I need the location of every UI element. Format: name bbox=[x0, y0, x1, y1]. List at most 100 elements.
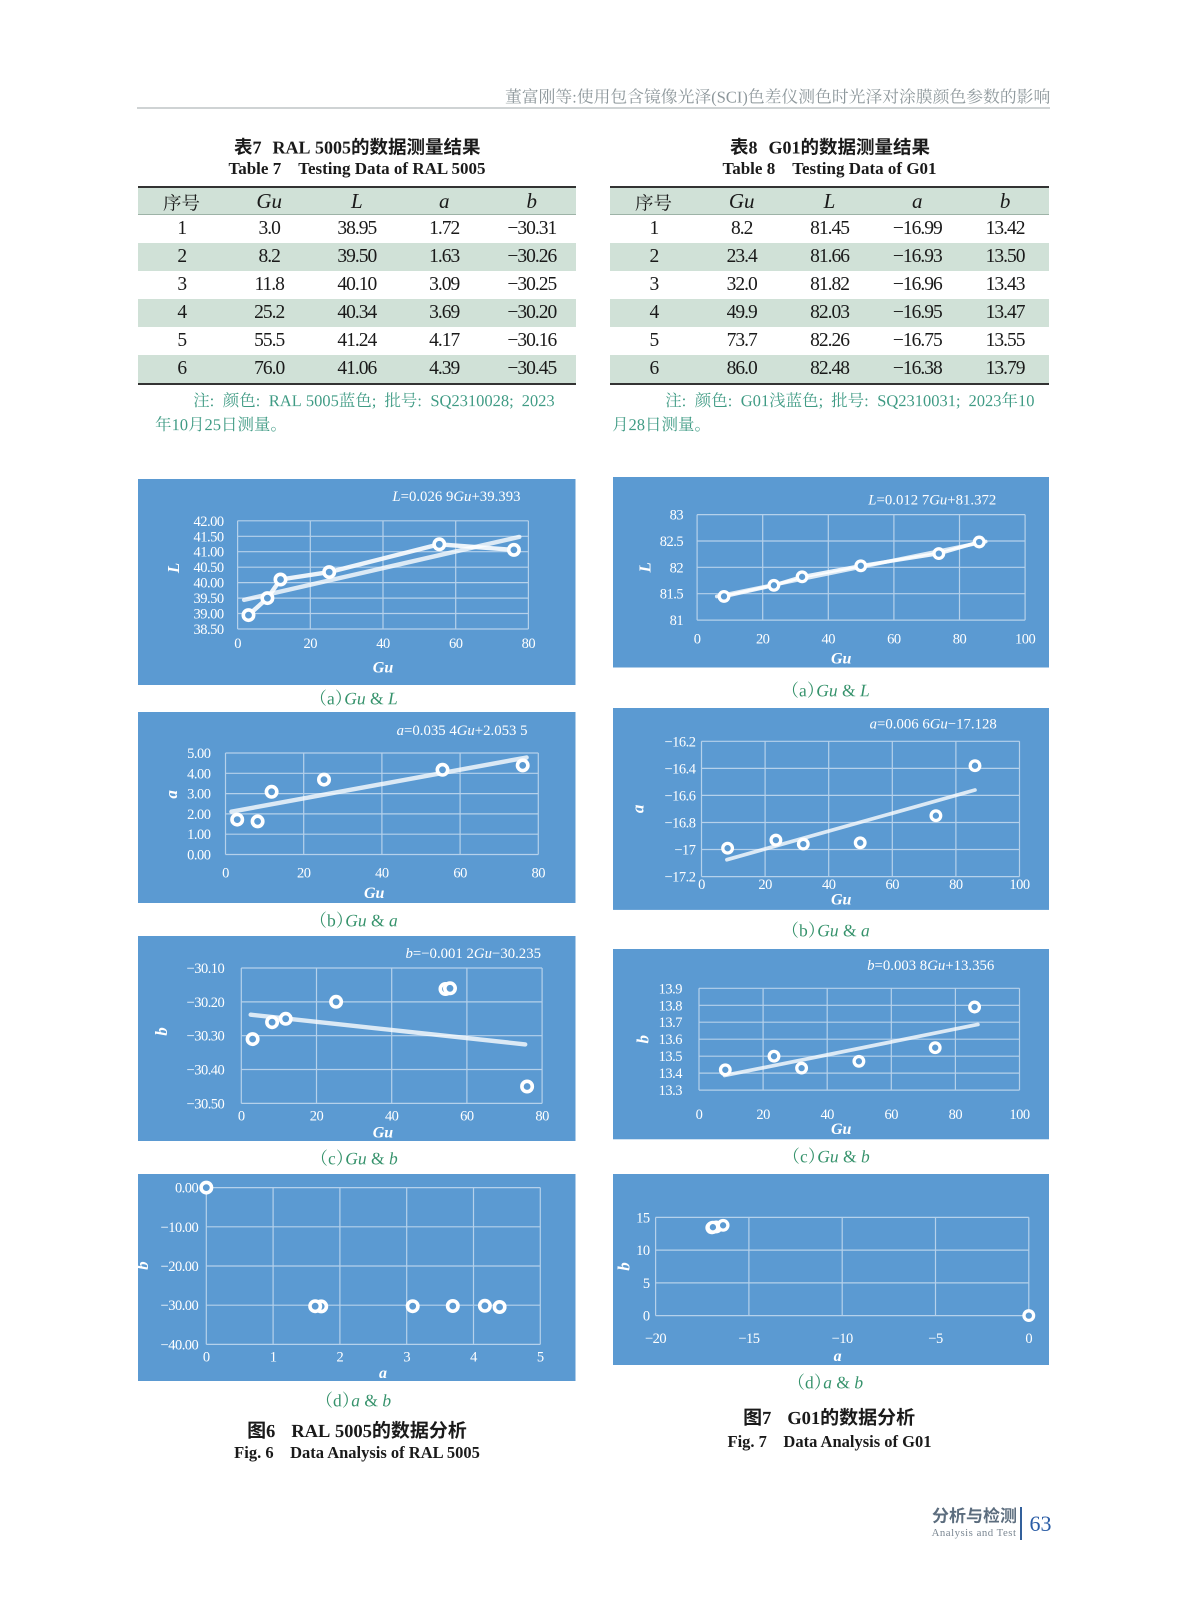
svg-text:−16.2: −16.2 bbox=[664, 734, 695, 750]
svg-text:100: 100 bbox=[1015, 632, 1035, 648]
svg-text:Gu: Gu bbox=[373, 1124, 394, 1141]
svg-text:42.00: 42.00 bbox=[193, 513, 223, 529]
svg-text:−40.00: −40.00 bbox=[161, 1338, 199, 1354]
svg-text:L=0.026 9Gu+39.393: L=0.026 9Gu+39.393 bbox=[391, 488, 520, 504]
svg-text:1.00: 1.00 bbox=[187, 827, 211, 843]
svg-text:41.00: 41.00 bbox=[193, 544, 223, 560]
svg-text:83: 83 bbox=[669, 508, 683, 524]
svg-text:40.00: 40.00 bbox=[193, 575, 223, 591]
svg-text:0: 0 bbox=[643, 1309, 650, 1325]
svg-text:Gu: Gu bbox=[373, 659, 394, 676]
svg-text:80: 80 bbox=[535, 1108, 549, 1124]
svg-text:80: 80 bbox=[948, 1107, 962, 1123]
svg-text:39.50: 39.50 bbox=[193, 591, 223, 607]
svg-text:40: 40 bbox=[822, 877, 836, 893]
svg-text:b: b bbox=[138, 1262, 152, 1271]
svg-text:0: 0 bbox=[695, 1107, 702, 1123]
svg-text:80: 80 bbox=[522, 635, 536, 651]
svg-text:2: 2 bbox=[337, 1350, 344, 1366]
svg-text:5: 5 bbox=[537, 1350, 544, 1366]
svg-text:2.00: 2.00 bbox=[187, 806, 211, 822]
svg-text:100: 100 bbox=[1009, 877, 1029, 893]
svg-text:L: L bbox=[635, 562, 654, 573]
svg-text:40: 40 bbox=[821, 632, 835, 648]
svg-text:60: 60 bbox=[449, 635, 463, 651]
svg-text:20: 20 bbox=[297, 865, 311, 881]
svg-text:−16.6: −16.6 bbox=[664, 788, 695, 804]
svg-text:−15: −15 bbox=[738, 1331, 759, 1347]
svg-text:81: 81 bbox=[669, 613, 683, 629]
svg-text:a: a bbox=[162, 789, 181, 798]
svg-text:b: b bbox=[633, 1035, 652, 1044]
svg-text:b=0.003 8Gu+13.356: b=0.003 8Gu+13.356 bbox=[867, 958, 994, 974]
svg-text:13.6: 13.6 bbox=[658, 1033, 682, 1049]
svg-text:0: 0 bbox=[234, 635, 241, 651]
svg-text:0.00: 0.00 bbox=[187, 847, 211, 863]
svg-text:−20: −20 bbox=[645, 1331, 666, 1347]
svg-text:20: 20 bbox=[758, 877, 772, 893]
svg-text:b=−0.001 2Gu−30.235: b=−0.001 2Gu−30.235 bbox=[405, 946, 541, 962]
svg-text:−16.4: −16.4 bbox=[664, 761, 696, 777]
svg-text:0.00: 0.00 bbox=[175, 1181, 199, 1197]
svg-text:a: a bbox=[833, 1348, 841, 1365]
svg-text:15: 15 bbox=[636, 1210, 650, 1226]
svg-text:13.5: 13.5 bbox=[658, 1050, 682, 1066]
svg-text:b: b bbox=[152, 1027, 171, 1036]
svg-text:10: 10 bbox=[636, 1243, 650, 1259]
svg-text:39.00: 39.00 bbox=[193, 606, 223, 622]
svg-text:5: 5 bbox=[643, 1276, 650, 1292]
svg-text:Gu: Gu bbox=[831, 651, 852, 668]
svg-text:1: 1 bbox=[270, 1350, 277, 1366]
svg-text:0: 0 bbox=[1025, 1331, 1032, 1347]
svg-text:a: a bbox=[628, 804, 647, 813]
svg-text:0: 0 bbox=[203, 1350, 210, 1366]
svg-text:L: L bbox=[164, 562, 183, 573]
svg-text:40: 40 bbox=[385, 1108, 399, 1124]
svg-text:38.50: 38.50 bbox=[193, 622, 223, 638]
svg-text:5.00: 5.00 bbox=[187, 746, 211, 762]
svg-text:4: 4 bbox=[470, 1350, 478, 1366]
svg-text:−17.2: −17.2 bbox=[664, 869, 695, 885]
svg-text:82: 82 bbox=[669, 561, 683, 577]
svg-text:4.00: 4.00 bbox=[187, 766, 211, 782]
svg-text:20: 20 bbox=[304, 635, 318, 651]
svg-text:40: 40 bbox=[820, 1107, 834, 1123]
svg-text:−30.30: −30.30 bbox=[187, 1028, 225, 1044]
svg-text:13.7: 13.7 bbox=[658, 1016, 682, 1032]
svg-text:60: 60 bbox=[453, 865, 467, 881]
svg-text:100: 100 bbox=[1009, 1107, 1029, 1123]
svg-text:−5: −5 bbox=[928, 1331, 943, 1347]
svg-text:0: 0 bbox=[693, 632, 700, 648]
svg-text:−20.00: −20.00 bbox=[161, 1259, 199, 1275]
svg-text:−30.40: −30.40 bbox=[187, 1062, 225, 1078]
svg-text:Gu: Gu bbox=[831, 1122, 852, 1139]
svg-text:−17: −17 bbox=[674, 842, 695, 858]
svg-text:13.3: 13.3 bbox=[658, 1083, 682, 1099]
svg-text:60: 60 bbox=[884, 1107, 898, 1123]
svg-text:40: 40 bbox=[376, 635, 390, 651]
svg-text:81.5: 81.5 bbox=[659, 587, 683, 603]
svg-text:−10: −10 bbox=[831, 1331, 852, 1347]
svg-text:13.9: 13.9 bbox=[658, 982, 682, 998]
svg-text:−30.50: −30.50 bbox=[187, 1096, 225, 1112]
svg-text:13.8: 13.8 bbox=[658, 999, 682, 1015]
svg-text:40: 40 bbox=[375, 865, 389, 881]
svg-text:a=0.035 4Gu+2.053 5: a=0.035 4Gu+2.053 5 bbox=[397, 722, 528, 738]
svg-text:−30.00: −30.00 bbox=[161, 1299, 199, 1315]
svg-text:−30.10: −30.10 bbox=[187, 960, 225, 976]
svg-text:0: 0 bbox=[238, 1108, 245, 1124]
svg-text:20: 20 bbox=[310, 1108, 324, 1124]
svg-text:80: 80 bbox=[949, 877, 963, 893]
svg-text:40.50: 40.50 bbox=[193, 560, 223, 576]
svg-text:Gu: Gu bbox=[364, 884, 385, 901]
svg-text:20: 20 bbox=[756, 632, 770, 648]
svg-text:Gu: Gu bbox=[831, 891, 852, 908]
svg-text:13.4: 13.4 bbox=[658, 1066, 683, 1082]
svg-text:3.00: 3.00 bbox=[187, 786, 211, 802]
svg-text:60: 60 bbox=[887, 632, 901, 648]
svg-text:0: 0 bbox=[222, 865, 229, 881]
svg-text:60: 60 bbox=[460, 1108, 474, 1124]
svg-text:−10.00: −10.00 bbox=[161, 1220, 199, 1236]
svg-text:60: 60 bbox=[885, 877, 899, 893]
svg-text:−30.20: −30.20 bbox=[187, 994, 225, 1010]
